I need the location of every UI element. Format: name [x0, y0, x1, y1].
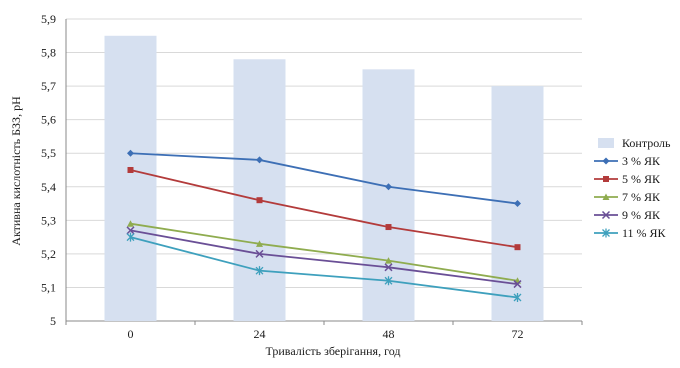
- legend-label: 5 % ЯК: [622, 172, 661, 186]
- series-line: [130, 229, 518, 285]
- legend-label: Контроль: [622, 136, 671, 150]
- y-tick-label: 5,7: [41, 79, 56, 93]
- data-point: [127, 149, 134, 157]
- data-point: [255, 266, 264, 276]
- line-series-1: [127, 149, 521, 208]
- bar-kontrol: [233, 59, 286, 322]
- legend-swatch: [598, 138, 614, 148]
- data-point: [513, 293, 522, 303]
- x-tick-label: 24: [254, 327, 266, 341]
- line-series: [126, 149, 522, 303]
- x-tick-label: 72: [512, 327, 524, 341]
- data-point: [513, 280, 522, 289]
- legend-label: 11 % ЯК: [622, 226, 667, 240]
- legend-item: 3 % ЯК: [594, 154, 661, 168]
- data-point: [256, 240, 263, 247]
- bar-kontrol: [104, 35, 157, 322]
- legend-label: 7 % ЯК: [622, 190, 661, 204]
- legend-item: 9 % ЯК: [594, 208, 661, 222]
- data-point: [385, 257, 392, 264]
- data-point: [514, 200, 521, 208]
- x-tick-label: 48: [383, 327, 395, 341]
- data-point: [127, 220, 134, 227]
- line-series-4: [126, 226, 522, 289]
- data-point: [126, 232, 135, 242]
- legend-label: 3 % ЯК: [622, 154, 661, 168]
- x-tick-labels: 0 24 48 72: [65, 321, 583, 341]
- data-point: [256, 156, 263, 164]
- x-axis-title: Тривалість зберігання, год: [266, 344, 401, 358]
- legend: Контроль 3 % ЯК 5 % ЯК 7 % ЯК 9 % ЯК 11 % ЯК: [594, 136, 671, 240]
- data-point: [256, 197, 263, 204]
- series-line: [130, 152, 518, 205]
- line-series-3: [127, 220, 521, 284]
- y-tick-label: 5,4: [41, 180, 56, 194]
- y-tick-label: 5,2: [41, 247, 56, 261]
- data-point: [385, 183, 392, 191]
- legend-marker: [601, 210, 611, 220]
- data-point: [127, 167, 134, 173]
- legend-item: 5 % ЯК: [594, 172, 661, 186]
- y-tick-label: 5,6: [41, 113, 56, 127]
- y-tick-label: 5,9: [41, 12, 56, 26]
- y-tick-label: 5,8: [41, 46, 56, 60]
- line-series-5: [126, 232, 522, 303]
- legend-marker: [602, 157, 610, 165]
- y-tick-labels: 5 5,1 5,2 5,3 5,4 5,5 5,6 5,7 5,8 5,9: [41, 12, 56, 328]
- legend-item: 11 % ЯК: [594, 226, 667, 240]
- series-line: [130, 169, 518, 249]
- y-tick-label: 5: [50, 314, 56, 328]
- legend-marker: [602, 193, 610, 200]
- legend-marker: [603, 176, 609, 182]
- y-axis-title: Активна кислотність БЗЗ, pH: [9, 96, 23, 246]
- data-point: [514, 244, 521, 251]
- y-tick-label: 5,3: [41, 213, 56, 227]
- legend-label: 9 % ЯК: [622, 208, 661, 222]
- y-tick-label: 5,5: [41, 146, 56, 160]
- legend-marker: [602, 228, 610, 238]
- data-point: [126, 226, 135, 235]
- data-point: [255, 249, 264, 258]
- legend-item: 7 % ЯК: [594, 190, 661, 204]
- legend-item: Контроль: [598, 136, 671, 150]
- data-point: [385, 224, 392, 231]
- data-point: [384, 263, 393, 272]
- series-line: [130, 222, 518, 282]
- x-tick-label: 0: [128, 327, 134, 341]
- y-tick-label: 5,1: [41, 280, 56, 294]
- series-line: [130, 236, 518, 299]
- data-point: [384, 276, 393, 286]
- line-series-2: [127, 167, 521, 251]
